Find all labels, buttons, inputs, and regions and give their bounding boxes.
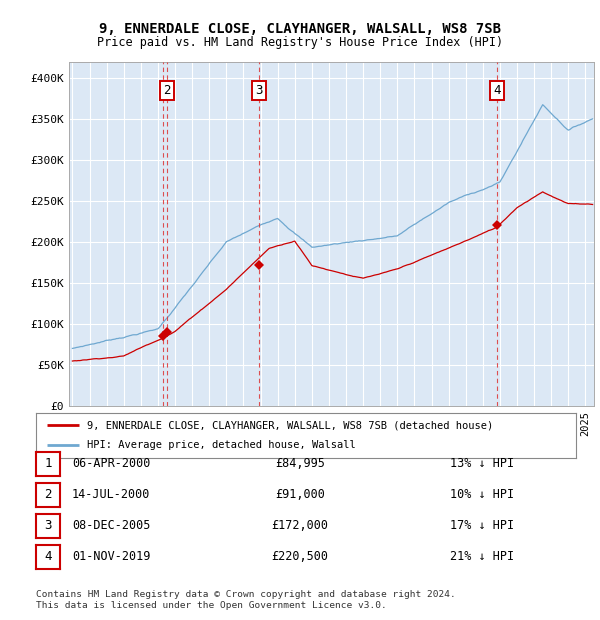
Text: 1: 1 (44, 458, 52, 470)
Text: 08-DEC-2005: 08-DEC-2005 (72, 520, 150, 532)
Text: 13% ↓ HPI: 13% ↓ HPI (450, 458, 514, 470)
Text: Contains HM Land Registry data © Crown copyright and database right 2024.
This d: Contains HM Land Registry data © Crown c… (36, 590, 456, 609)
Text: 14-JUL-2000: 14-JUL-2000 (72, 489, 150, 501)
Text: 3: 3 (256, 84, 263, 97)
Text: £172,000: £172,000 (271, 520, 329, 532)
Text: £91,000: £91,000 (275, 489, 325, 501)
Text: 17% ↓ HPI: 17% ↓ HPI (450, 520, 514, 532)
Text: HPI: Average price, detached house, Walsall: HPI: Average price, detached house, Wals… (88, 440, 356, 450)
Text: 3: 3 (44, 520, 52, 532)
Text: 21% ↓ HPI: 21% ↓ HPI (450, 551, 514, 563)
Text: 06-APR-2000: 06-APR-2000 (72, 458, 150, 470)
Text: £220,500: £220,500 (271, 551, 329, 563)
Text: 9, ENNERDALE CLOSE, CLAYHANGER, WALSALL, WS8 7SB (detached house): 9, ENNERDALE CLOSE, CLAYHANGER, WALSALL,… (88, 420, 494, 430)
Text: 4: 4 (493, 84, 501, 97)
Text: 2: 2 (163, 84, 171, 97)
Text: 2: 2 (44, 489, 52, 501)
Text: 10% ↓ HPI: 10% ↓ HPI (450, 489, 514, 501)
Text: 01-NOV-2019: 01-NOV-2019 (72, 551, 150, 563)
Text: £84,995: £84,995 (275, 458, 325, 470)
Text: 4: 4 (44, 551, 52, 563)
Text: Price paid vs. HM Land Registry's House Price Index (HPI): Price paid vs. HM Land Registry's House … (97, 36, 503, 49)
Text: 9, ENNERDALE CLOSE, CLAYHANGER, WALSALL, WS8 7SB: 9, ENNERDALE CLOSE, CLAYHANGER, WALSALL,… (99, 22, 501, 36)
